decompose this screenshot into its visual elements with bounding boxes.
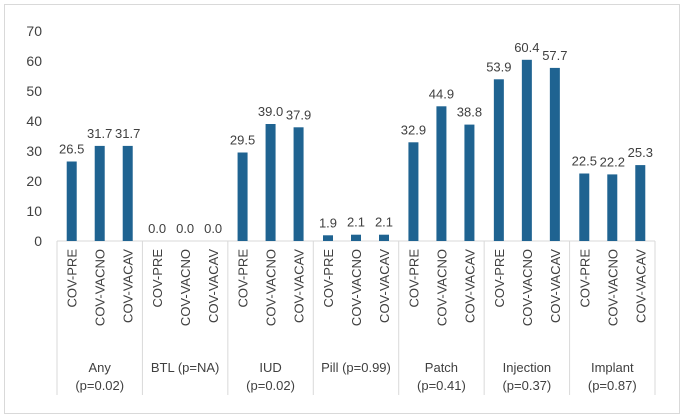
data-label: 31.7 (87, 126, 112, 141)
data-label: 38.8 (457, 105, 482, 120)
x-tick-label: COV-PRE (150, 249, 165, 308)
x-tick-label: COV-VACNO (178, 249, 193, 326)
group-label: Any (89, 360, 112, 375)
x-tick-label: COV-VACNO (93, 249, 108, 326)
x-tick-label: COV-VACNO (520, 249, 535, 326)
bar (436, 106, 447, 241)
data-label: 53.9 (486, 59, 511, 74)
bar (94, 145, 105, 241)
bar (521, 59, 532, 241)
group-pvalue: (p=0.02) (75, 378, 124, 393)
x-tick-label: COV-VACNO (434, 249, 449, 326)
y-tick-label: 40 (26, 113, 42, 129)
x-tick-label: COV-PRE (406, 249, 421, 308)
x-tick-label: COV-VACAV (377, 249, 392, 323)
x-tick-label: COV-VACAV (121, 249, 136, 323)
group-label: Implant (591, 360, 634, 375)
bar (237, 152, 248, 241)
x-tick-label: COV-PRE (321, 249, 336, 308)
chart-frame (4, 4, 680, 414)
group-label: IUD (259, 360, 281, 375)
group-pvalue: (p=0.87) (588, 378, 637, 393)
bar (351, 234, 361, 241)
group-pvalue: (p=0.41) (417, 378, 466, 393)
x-tick-label: COV-PRE (236, 249, 251, 308)
y-tick-label: 70 (26, 23, 42, 39)
data-label: 37.9 (286, 107, 311, 122)
x-tick-label: COV-PRE (492, 249, 507, 308)
data-label: 31.7 (115, 126, 140, 141)
data-label: 26.5 (59, 142, 84, 157)
bar (66, 161, 77, 241)
bar (579, 173, 590, 241)
data-label: 0.0 (148, 221, 166, 236)
x-tick-label: COV-VACAV (548, 249, 563, 323)
bar (323, 235, 333, 241)
bar (293, 127, 304, 241)
bar (635, 165, 646, 241)
y-tick-label: 0 (34, 233, 42, 249)
data-label: 0.0 (176, 221, 194, 236)
x-tick-label: COV-VACNO (605, 249, 620, 326)
data-label: 39.0 (258, 104, 283, 119)
x-tick-label: COV-VACNO (349, 249, 364, 326)
x-tick-label: COV-VACAV (206, 249, 221, 323)
x-tick-label: COV-VACAV (633, 249, 648, 323)
x-tick-label: COV-VACAV (292, 249, 307, 323)
data-label: 29.5 (230, 133, 255, 148)
bar (493, 79, 504, 241)
data-label: 22.5 (572, 154, 597, 169)
data-label: 2.1 (347, 215, 365, 230)
bar (379, 234, 389, 241)
group-label: Patch (425, 360, 458, 375)
x-tick-label: COV-PRE (65, 249, 80, 308)
y-tick-label: 60 (26, 53, 42, 69)
x-tick-label: COV-VACNO (264, 249, 279, 326)
data-label: 25.3 (628, 145, 653, 160)
x-tick-label: COV-PRE (577, 249, 592, 308)
group-label: Injection (503, 360, 551, 375)
data-label: 57.7 (542, 48, 567, 63)
data-label: 2.1 (375, 215, 393, 230)
y-tick-label: 30 (26, 143, 42, 159)
group-label: BTL (p=NA) (151, 360, 220, 375)
bar (607, 174, 618, 241)
data-label: 44.9 (429, 86, 454, 101)
data-label: 0.0 (204, 221, 222, 236)
bar (265, 124, 276, 241)
y-tick-label: 10 (26, 203, 42, 219)
x-tick-label: COV-VACAV (462, 249, 477, 323)
bar (549, 67, 560, 242)
y-tick-label: 20 (26, 173, 42, 189)
data-label: 22.2 (600, 154, 625, 169)
group-label: Pill (p=0.99) (321, 360, 391, 375)
group-pvalue: (p=0.37) (502, 378, 551, 393)
group-pvalue: (p=0.02) (246, 378, 295, 393)
data-label: 60.4 (514, 40, 539, 55)
data-label: 32.9 (401, 122, 426, 137)
data-label: 1.9 (319, 215, 337, 230)
bar (408, 142, 419, 241)
y-tick-label: 50 (26, 83, 42, 99)
bar (464, 124, 475, 241)
bar (122, 145, 133, 241)
